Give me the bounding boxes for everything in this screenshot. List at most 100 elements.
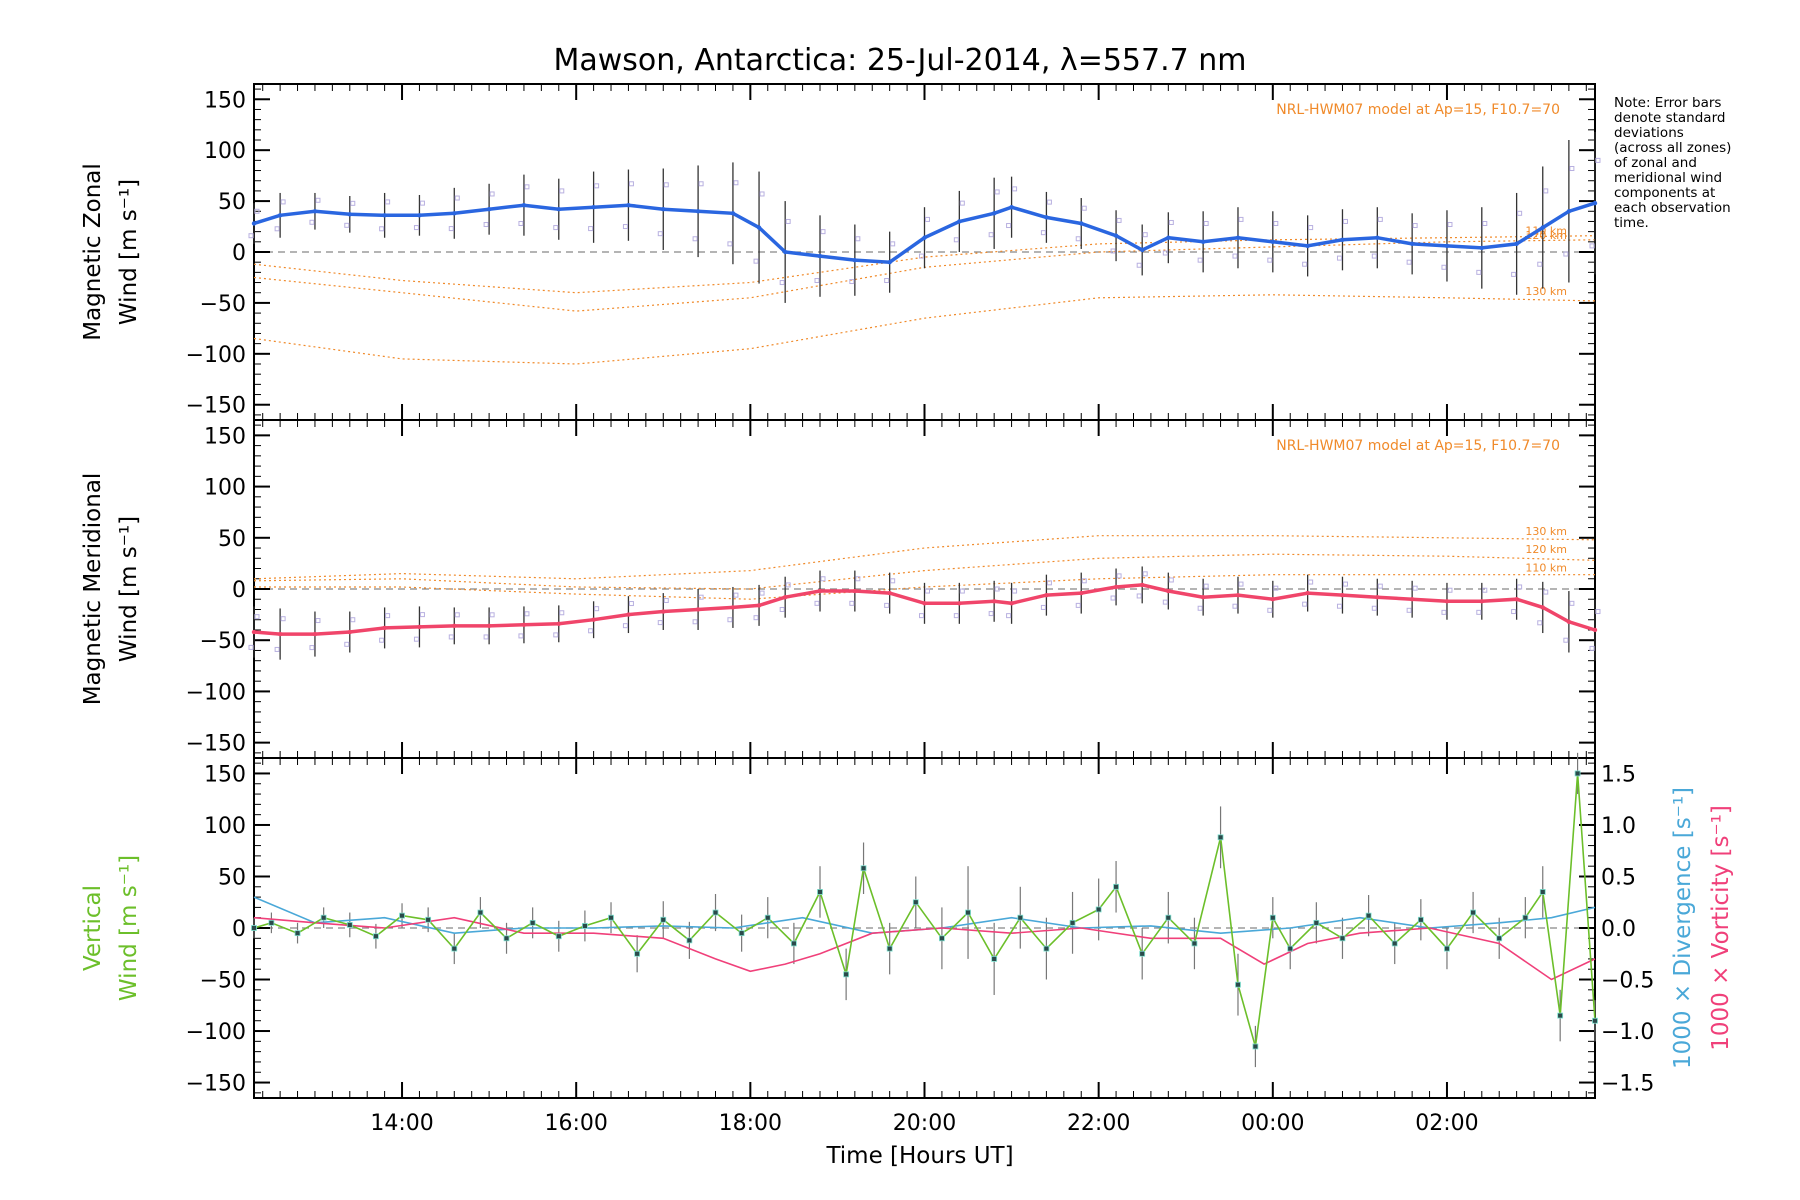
zone-point xyxy=(727,617,733,623)
mean-wind-point xyxy=(1009,205,1014,210)
zone-point xyxy=(1482,587,1488,593)
altitude-label: 110 km xyxy=(1525,225,1567,238)
mean-wind-point xyxy=(1270,239,1276,245)
zone-point xyxy=(988,232,994,238)
y-axis-label: Magnetic Zonal xyxy=(80,163,106,341)
mean-wind-point xyxy=(957,219,962,224)
zone-point xyxy=(1116,573,1122,579)
vertical-wind-point xyxy=(1139,950,1146,957)
altitude-label: 130 km xyxy=(1525,285,1567,298)
mean-wind-point xyxy=(521,622,527,628)
zone-point xyxy=(518,633,524,639)
zone-point xyxy=(814,600,820,606)
panels-group: −150 −100 −50 0 50 100 150 Magnetic Zonal Wind [… xyxy=(80,83,1734,1136)
zone-point xyxy=(1203,583,1209,589)
mean-wind-point xyxy=(1592,627,1598,633)
y-tick-label: −150 xyxy=(186,732,246,757)
zone-point xyxy=(1267,607,1273,613)
mean-wind-point xyxy=(1566,209,1572,214)
zone-point xyxy=(553,225,559,231)
error-bar-note: Note: Error bars denote standard deviati… xyxy=(1614,96,1784,231)
zone-point xyxy=(1406,607,1412,613)
zone-point xyxy=(988,611,994,617)
zone-point xyxy=(1563,637,1569,643)
y-axis-label: Wind [m s⁻¹] xyxy=(116,516,142,662)
mean-wind-point xyxy=(1514,597,1519,602)
x-tick-label: 18:00 xyxy=(719,1111,782,1136)
mean-wind-point xyxy=(817,588,823,594)
vertical-wind-point xyxy=(268,919,275,926)
zone-point xyxy=(1406,259,1412,265)
zone-point xyxy=(1162,599,1168,605)
mean-wind-point xyxy=(922,601,927,606)
zone-point xyxy=(559,188,565,194)
zone-point xyxy=(309,645,315,651)
zone-point xyxy=(753,258,759,264)
zone-point xyxy=(884,278,890,284)
zone-point xyxy=(1075,602,1081,608)
zone-point xyxy=(733,180,739,186)
zone-point xyxy=(1482,220,1488,226)
zone-point xyxy=(814,278,820,284)
zone-point xyxy=(274,646,280,652)
mean-wind-point xyxy=(756,603,762,608)
zone-point xyxy=(344,222,350,228)
zone-point xyxy=(1168,219,1174,225)
vertical-wind-point xyxy=(817,889,823,895)
zone-point xyxy=(1273,585,1279,591)
vertical-wind-point xyxy=(425,916,432,923)
vertical-wind-point xyxy=(1522,914,1529,921)
mean-wind-point xyxy=(1200,594,1206,600)
mean-wind-point xyxy=(1340,592,1345,598)
zone-point xyxy=(309,219,315,225)
vertical-wind-point xyxy=(939,935,945,942)
y-tick-label: 150 xyxy=(204,88,246,113)
y-tick-label: 100 xyxy=(204,139,246,164)
vertical-wind-point xyxy=(1557,1012,1564,1019)
mean-wind-point xyxy=(1166,235,1171,240)
x-axis-label: Time [Hours UT] xyxy=(825,1143,1013,1169)
y-tick-label: −50 xyxy=(200,969,246,994)
zone-point xyxy=(1267,257,1273,263)
vertical-wind-point xyxy=(1470,909,1476,916)
zone-point xyxy=(1537,620,1543,626)
vertical-wind-point xyxy=(843,971,850,978)
zone-point xyxy=(315,618,321,624)
vertical-wind-point xyxy=(991,956,998,962)
note-line: components at xyxy=(1614,185,1716,201)
model-curve xyxy=(253,294,1596,365)
model-label: NRL-HWM07 model at Ap=15, F10.7=70 xyxy=(1276,438,1560,454)
vertical-wind-point xyxy=(346,922,353,928)
zone-point xyxy=(1046,199,1052,205)
mean-wind-point xyxy=(1166,588,1171,594)
vertical-wind-point xyxy=(1235,981,1241,988)
zone-point xyxy=(1511,609,1517,615)
zone-point xyxy=(448,226,454,232)
right-y-tick-label: −0.5 xyxy=(1601,969,1654,994)
y-axis-label: Wind [m s⁻¹] xyxy=(116,855,142,1001)
zone-point xyxy=(849,279,855,285)
zone-point xyxy=(280,616,286,622)
y-tick-label: 0 xyxy=(232,241,246,266)
zone-point xyxy=(733,592,739,598)
zone-point xyxy=(588,226,594,232)
mean-wind-point xyxy=(251,221,257,226)
vertical-wind-point xyxy=(477,909,484,916)
zone-point xyxy=(779,280,785,286)
y-tick-label: 0 xyxy=(232,578,246,603)
zone-point xyxy=(1081,578,1087,584)
zone-point xyxy=(315,197,321,203)
note-line: deviations xyxy=(1614,125,1684,141)
mean-wind-point xyxy=(782,249,788,255)
mean-wind-line xyxy=(253,201,1596,264)
zone-point xyxy=(663,182,669,188)
vertical-wind-point xyxy=(1539,889,1546,895)
zone-point xyxy=(1302,601,1308,607)
zone-point xyxy=(1238,216,1244,222)
zone-point xyxy=(753,615,759,621)
mean-wind-point xyxy=(382,213,387,218)
vertical-wind-point xyxy=(886,945,893,952)
zone-point xyxy=(1517,584,1523,590)
vertical-wind-point xyxy=(1444,945,1450,952)
